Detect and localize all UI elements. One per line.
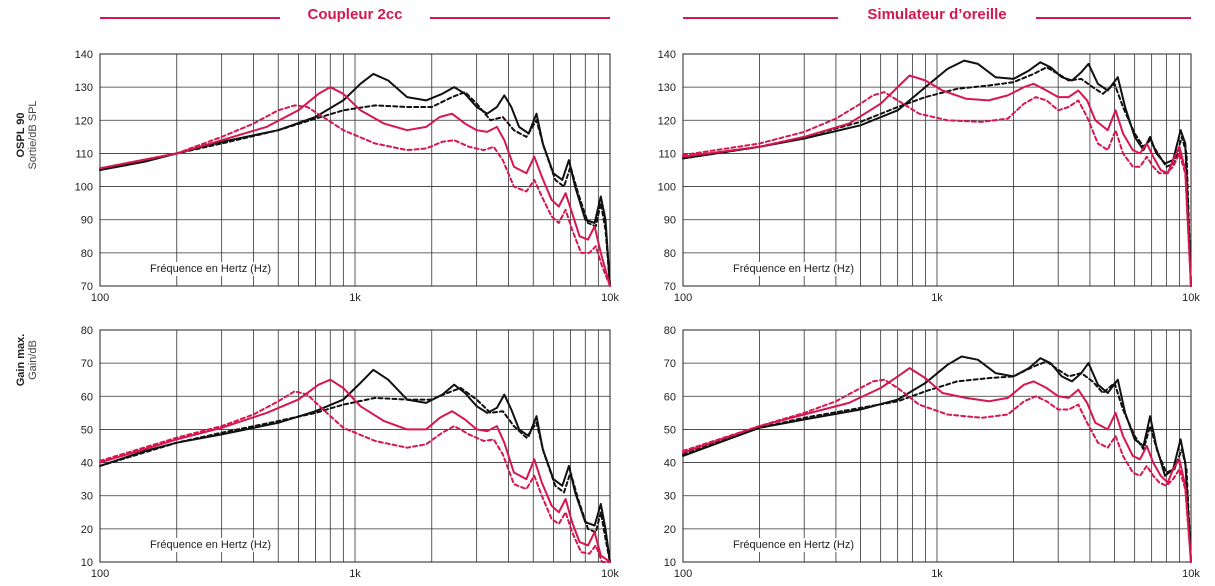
y-tick-label: 80 <box>81 248 93 260</box>
y-tick-label: 40 <box>81 458 93 470</box>
row-label-gain: Gain max. Gain/dB <box>15 285 39 435</box>
x-axis-label-background <box>147 262 275 276</box>
y-tick-label: 110 <box>658 148 676 160</box>
y-tick-label: 20 <box>81 524 93 536</box>
series-line-black-dashed <box>99 91 611 287</box>
y-tick-label: 10 <box>81 557 93 569</box>
row-label-ospl-title: OSPL 90 <box>15 112 27 158</box>
x-axis-label: Fréquence en Hertz (Hz) <box>150 263 271 275</box>
y-tick-label: 60 <box>664 391 676 403</box>
y-tick-label: 10 <box>664 557 676 569</box>
chart-ospl-simulator: 70 80 90 100 110 120 130 140 100 1k 10k Fréquence e… <box>658 49 1201 304</box>
header-rule-right <box>1036 17 1191 19</box>
header-title-coupler: Coupleur 2cc <box>307 6 403 23</box>
plot-frame <box>682 329 1192 563</box>
plot-frame <box>682 53 1192 287</box>
y-tick-label: 130 <box>75 82 93 94</box>
series-line-red-dashed <box>682 91 1192 287</box>
x-tick-label: 100 <box>674 568 692 580</box>
x-tick-label: 10k <box>1182 568 1200 580</box>
x-tick-label: 10k <box>601 568 619 580</box>
y-tick-label: 100 <box>75 182 93 194</box>
y-tick-label: 90 <box>81 215 93 227</box>
chart-gain-simulator: 10 20 30 40 50 60 70 80 100 1k 10k Fréquence en Her… <box>664 325 1201 580</box>
series-line-red-dashed <box>99 390 611 563</box>
y-tick-label: 140 <box>75 49 93 61</box>
y-tick-label: 70 <box>664 281 676 293</box>
y-tick-label: 70 <box>664 358 676 370</box>
y-tick-label: 20 <box>664 524 676 536</box>
header-rule-left <box>100 17 280 19</box>
y-tick-label: 80 <box>81 325 93 337</box>
y-tick-label: 70 <box>81 281 93 293</box>
x-tick-label: 100 <box>674 292 692 304</box>
header-rule-right <box>430 17 610 19</box>
header-title-simulator: Simulateur d’oreille <box>867 6 1007 23</box>
y-tick-label: 30 <box>664 491 676 503</box>
x-axis-label-background <box>730 262 858 276</box>
x-tick-label: 1k <box>931 292 943 304</box>
row-label-ospl: OSPL 90 Sortie/dB SPL <box>15 60 39 210</box>
y-tick-label: 70 <box>81 358 93 370</box>
series-line-red-dashed <box>682 378 1192 563</box>
x-tick-label: 1k <box>931 568 943 580</box>
series-line-red-solid <box>682 367 1192 563</box>
y-tick-label: 40 <box>664 458 676 470</box>
y-tick-label: 90 <box>664 215 676 227</box>
plot-frame <box>99 329 611 563</box>
y-tick-label: 50 <box>81 424 93 436</box>
series-line-black-solid <box>99 368 611 563</box>
x-axis-label-background <box>147 538 275 552</box>
header-coupler: Coupleur 2cc <box>100 6 610 28</box>
x-tick-label: 10k <box>1182 292 1200 304</box>
header-simulator: Simulateur d’oreille <box>683 6 1191 28</box>
x-axis-label: Fréquence en Hertz (Hz) <box>150 539 271 551</box>
y-tick-label: 140 <box>658 49 676 61</box>
chart-gain-coupler: 10 20 30 40 50 60 70 80 100 1k 10k Fréquence en Her… <box>81 325 620 580</box>
chart-ospl-coupler: 70 80 90 100 110 120 130 140 100 1k 10k Fréquence e… <box>75 49 620 304</box>
x-axis-label: Fréquence en Hertz (Hz) <box>733 539 854 551</box>
row-label-gain-sub: Gain/dB <box>27 340 39 380</box>
x-axis-label: Fréquence en Hertz (Hz) <box>733 263 854 275</box>
x-tick-label: 10k <box>601 292 619 304</box>
y-tick-label: 100 <box>658 182 676 194</box>
x-tick-label: 100 <box>91 292 109 304</box>
row-label-gain-title: Gain max. <box>15 333 27 387</box>
y-tick-label: 80 <box>664 325 676 337</box>
row-label-ospl-sub: Sortie/dB SPL <box>27 100 39 170</box>
x-tick-label: 100 <box>91 568 109 580</box>
y-tick-label: 60 <box>81 391 93 403</box>
series-line-red-dashed <box>99 104 611 287</box>
y-tick-label: 50 <box>664 424 676 436</box>
header-rule-left <box>683 17 838 19</box>
series-line-red-solid <box>99 86 611 287</box>
x-tick-label: 1k <box>349 292 361 304</box>
y-tick-label: 120 <box>75 115 93 127</box>
x-tick-label: 1k <box>349 568 361 580</box>
series-line-red-solid <box>682 74 1192 287</box>
y-tick-label: 80 <box>664 248 676 260</box>
y-tick-label: 130 <box>658 82 676 94</box>
series-line-black-solid <box>682 355 1192 563</box>
x-axis-label-background <box>730 538 858 552</box>
series-line-red-solid <box>99 378 611 563</box>
y-tick-label: 110 <box>75 148 93 160</box>
series-line-black-solid <box>99 72 611 287</box>
y-tick-label: 120 <box>658 115 676 127</box>
series-line-black-solid <box>682 59 1192 287</box>
y-tick-label: 30 <box>81 491 93 503</box>
